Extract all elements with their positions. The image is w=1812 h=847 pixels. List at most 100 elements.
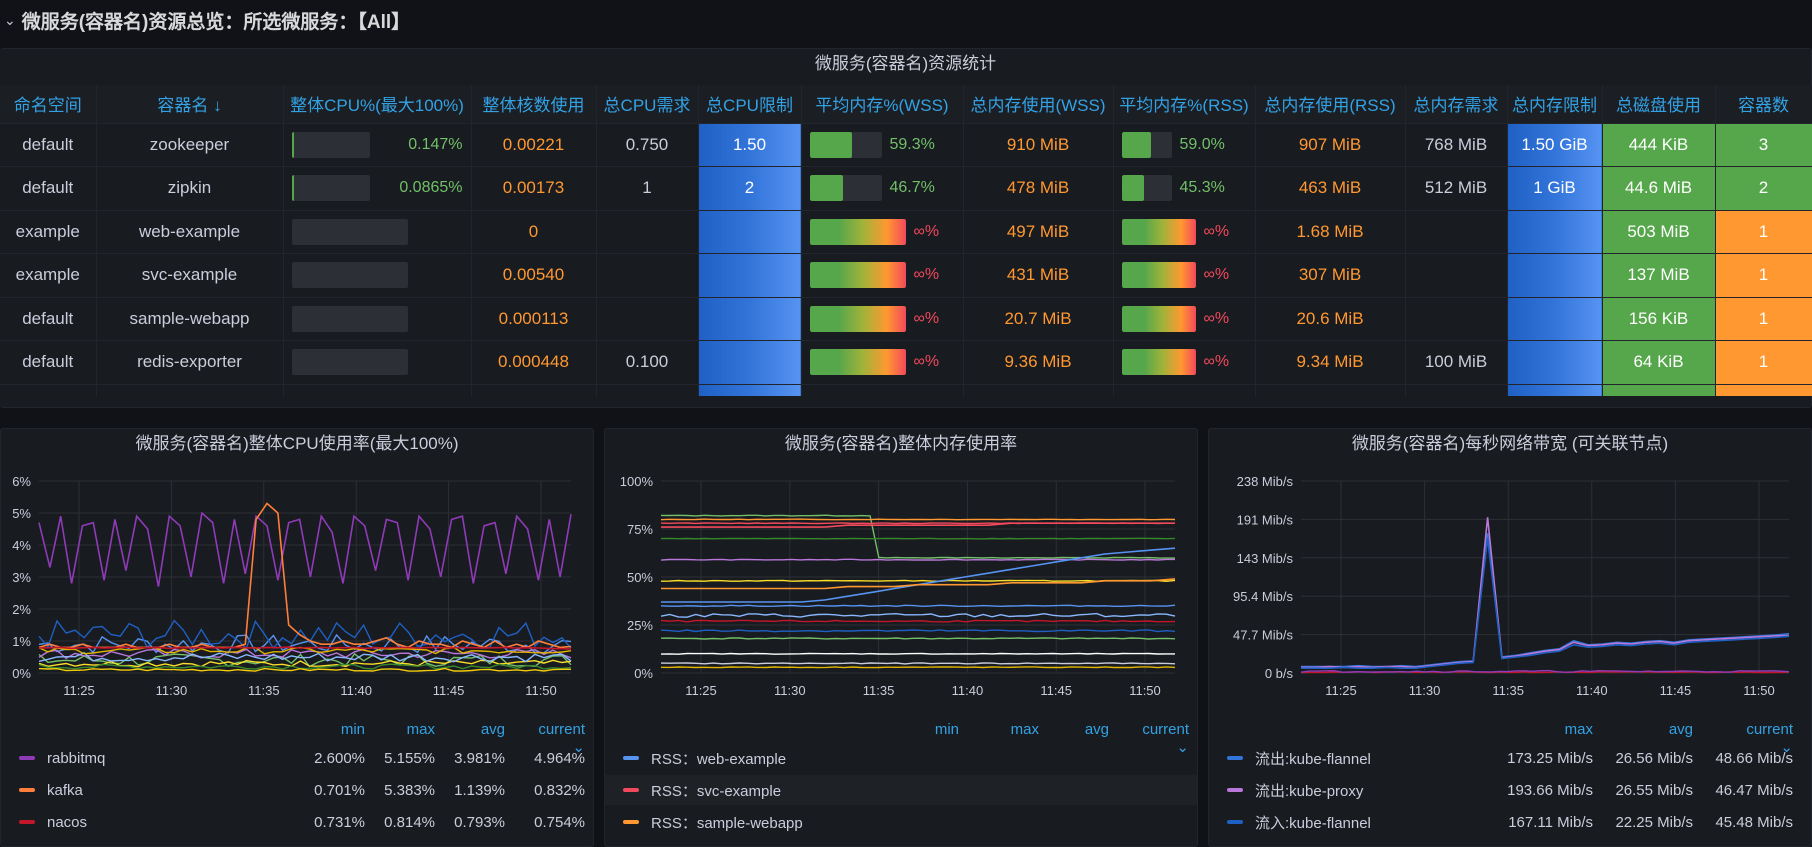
column-header[interactable]: 容器名 ↓ (96, 85, 284, 123)
legend-item[interactable]: RSS：svc-example (605, 775, 1197, 805)
column-header[interactable]: 整体CPU%(最大100%) (283, 85, 472, 123)
series-line-rabbitmq[interactable] (38, 511, 572, 587)
legend-column-header[interactable]: current ⌄ (1142, 721, 1189, 756)
column-header[interactable]: 总内存需求 (1405, 85, 1508, 123)
gauge: ∞% (802, 218, 963, 245)
resource-table: 命名空间 容器名 ↓ 整体CPU%(最大100%) 整体核数使用 总CPU需求 总CPU限… (0, 85, 1812, 396)
y-tick-label: 3% (12, 570, 31, 585)
gauge-fill (1121, 175, 1145, 202)
table-row[interactable]: default sample-webapp 0.000113 ∞% 20.7 MiB ∞%… (0, 296, 1812, 341)
series-line (660, 537, 1176, 540)
series-line-RSS：web-example[interactable] (661, 547, 1176, 603)
x-tick-label: 11:35 (248, 683, 280, 698)
gauge-value: ∞% (1203, 309, 1230, 327)
legend-item[interactable]: RSS：web-example (605, 743, 1197, 773)
legend-label: 流出:kube-flannel (1255, 750, 1371, 768)
legend-item[interactable]: RSS：sample-webapp (605, 807, 1197, 837)
y-tick-label: 2% (12, 602, 31, 617)
legend-column-header[interactable]: avg (1084, 721, 1109, 738)
column-header[interactable]: 命名空间 (0, 85, 97, 123)
series-line-RSS：sample-webapp[interactable] (661, 578, 1176, 590)
column-header[interactable]: 平均内存%(WSS) (801, 85, 964, 123)
cell-container-name: web-example (96, 209, 284, 254)
column-header[interactable]: 总磁盘使用 (1602, 85, 1716, 123)
y-tick-label: 6% (12, 474, 31, 489)
network-line-chart[interactable]: 0 b/s 47.7 Mib/s 95.4 Mib/s 143 Mib/s 191 Mi… (1209, 461, 1812, 711)
panel-title[interactable]: 微服务(容器名)资源统计 (814, 54, 997, 73)
column-header[interactable]: 容器数 (1715, 85, 1812, 123)
x-tick-label: 11:45 (1040, 683, 1072, 698)
table-row[interactable]: default zookeeper 0.147% 0.00221 0.750 1.50 59… (0, 122, 1812, 167)
dashboard-row-header[interactable]: ⌄ 微服务(容器名)资源总览：所选微服务：【All】 (0, 0, 1812, 40)
legend-column-header[interactable]: avg (480, 721, 505, 738)
gauge-track (1121, 131, 1172, 158)
legend-item[interactable]: rabbitmq 2.600% 5.155% 3.981% 4.964% (1, 743, 593, 773)
panel-title[interactable]: 微服务(容器名)每秒网络带宽 (可关联节点) (1351, 434, 1669, 453)
memory-line-chart[interactable]: 0% 25% 50% 75% 100% 11:25 11:30 11:35 11:40 11:45… (605, 461, 1199, 711)
gauge-track (809, 131, 882, 158)
legend-column-header[interactable]: max (406, 721, 435, 738)
legend-item[interactable]: 流出:kube-flannel 173.25 Mib/s 26.56 Mib/s 48… (1209, 743, 1811, 773)
gauge: 0.0865% (284, 175, 471, 202)
chevron-down-icon[interactable]: ⌄ (4, 11, 16, 28)
column-header[interactable]: 总CPU限制 (698, 85, 802, 123)
cell-cpu-pct: 0.0865% (283, 166, 472, 210)
series-line (660, 558, 1175, 561)
legend-item[interactable]: nacos 0.731% 0.814% 0.793% 0.754% (1, 807, 593, 837)
cell-partial (283, 383, 472, 396)
cell-mem-rss: 1.68 MiB (1255, 209, 1406, 254)
legend-swatch (623, 820, 639, 824)
series-line-流入:kube-flannel[interactable] (1301, 538, 1790, 669)
gauge (284, 349, 471, 376)
cell-container-name: sample-webapp (96, 296, 284, 341)
legend-column-header[interactable]: avg (1668, 721, 1693, 738)
series-line-流出:kube-flannel[interactable] (1301, 533, 1790, 668)
legend-item[interactable]: 流出:kube-proxy 193.66 Mib/s 26.55 Mib/s 46.4… (1209, 775, 1811, 805)
cell-cores: 0.000113 (471, 296, 597, 341)
legend-value-avg: 22.25 Mib/s (1615, 813, 1693, 831)
series-line-RSS：svc-example[interactable] (661, 522, 1175, 528)
cell-disk: 156 KiB (1602, 296, 1716, 341)
x-tick-label: 11:25 (63, 683, 95, 698)
gauge-value: ∞% (1203, 353, 1230, 371)
legend-column-header[interactable]: current ⌄ (538, 721, 585, 756)
cell-cores: 0.00221 (471, 122, 597, 167)
cell-mem-rss-pct: ∞% (1113, 253, 1256, 297)
cell-cpu-limit (698, 253, 802, 297)
cpu-line-chart[interactable]: 0% 1% 2% 3% 4% 5% 6% 11:25 11:30 11:35 11:40 11:45 1… (1, 461, 595, 711)
legend-value-max: 173.25 Mib/s (1507, 749, 1593, 767)
series-line-nacos[interactable] (38, 646, 572, 650)
cell-cpu-request (596, 253, 699, 297)
gauge-track (1121, 305, 1196, 332)
column-header[interactable]: 总内存使用(WSS) (963, 85, 1114, 123)
cell-mem-rss-pct: ∞% (1113, 340, 1256, 384)
legend-column-header[interactable]: max (1564, 721, 1593, 738)
series-line-kafka[interactable] (38, 502, 572, 649)
column-header[interactable]: 整体核数使用 (471, 85, 597, 123)
table-row[interactable]: example web-example 0 ∞% 497 MiB ∞% 1.68 MiB 50… (0, 209, 1812, 254)
legend-item[interactable]: kafka 0.701% 5.383% 1.139% 0.832% (1, 775, 593, 805)
table-row[interactable]: default redis-exporter 0.000448 0.100 ∞% 9.36… (0, 340, 1812, 384)
legend-column-header[interactable]: current ⌄ (1746, 721, 1793, 756)
legend-column-header[interactable]: min (934, 721, 959, 738)
column-header[interactable]: 总内存使用(RSS) (1255, 85, 1406, 123)
legend-item[interactable]: 流入:kube-flannel 167.11 Mib/s 22.25 Mib/s 45… (1209, 807, 1811, 837)
gauge-fill (1121, 305, 1196, 332)
panel-title[interactable]: 微服务(容器名)整体内存使用率 (784, 434, 1018, 453)
column-header[interactable]: 总CPU需求 (596, 85, 699, 123)
gauge-fill (809, 349, 906, 376)
legend-column-header[interactable]: min (340, 721, 365, 738)
legend-column-header[interactable]: max (1010, 721, 1039, 738)
series-line-流出:kube-proxy[interactable] (1301, 517, 1790, 669)
cell-mem-limit (1507, 253, 1603, 297)
legend-value-min: 0.701% (314, 781, 365, 799)
panel-title[interactable]: 微服务(容器名)整体CPU使用率(最大100%) (135, 434, 459, 453)
gauge: 46.7% (802, 175, 963, 202)
gauge-value: ∞% (913, 309, 940, 327)
table-row[interactable]: default zipkin 0.0865% 0.00173 1 2 46.7% 478 Mi… (0, 166, 1812, 210)
gauge-fill (1121, 349, 1196, 376)
gauge: ∞% (1114, 305, 1255, 332)
column-header[interactable]: 平均内存%(RSS) (1113, 85, 1256, 123)
table-row[interactable]: example svc-example 0.00540 ∞% 431 MiB ∞% 307 … (0, 253, 1812, 297)
column-header[interactable]: 总内存限制 (1507, 85, 1603, 123)
